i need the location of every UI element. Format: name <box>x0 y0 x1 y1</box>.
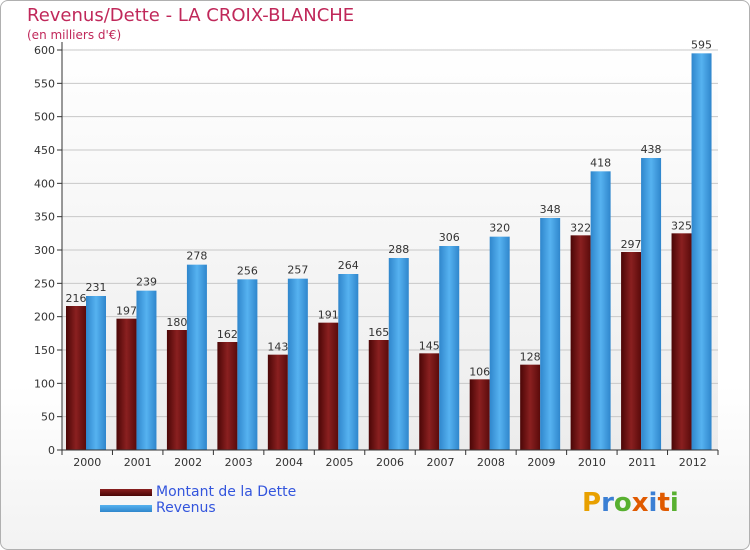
y-tick-label: 400 <box>34 177 55 190</box>
y-tick-label: 200 <box>34 311 55 324</box>
x-tick-label: 2001 <box>124 456 152 469</box>
legend-swatch-revenus <box>100 505 152 512</box>
bar-revenus <box>136 290 157 450</box>
logo-letter: o <box>613 488 632 518</box>
logo-letter: r <box>601 488 614 518</box>
bar-dette <box>671 233 692 450</box>
y-tick-label: 50 <box>41 411 55 424</box>
data-label-dette: 145 <box>419 339 440 352</box>
bar-revenus <box>540 218 561 450</box>
data-label-revenus: 438 <box>641 143 662 156</box>
data-label-revenus: 278 <box>186 250 207 263</box>
logo-letter: x <box>631 488 649 518</box>
x-tick-label: 2004 <box>275 456 303 469</box>
x-tick-label: 2009 <box>527 456 555 469</box>
proxiti-logo: Proxiti <box>582 488 679 518</box>
x-tick-label: 2007 <box>426 456 454 469</box>
data-label-dette: 180 <box>166 316 187 329</box>
x-tick-label: 2012 <box>679 456 707 469</box>
bar-revenus <box>641 158 662 450</box>
y-tick-label: 150 <box>34 344 55 357</box>
legend-swatch-dette <box>100 489 152 496</box>
chart-subtitle: (en milliers d'€) <box>27 28 122 42</box>
x-tick-label: 2011 <box>628 456 656 469</box>
bar-revenus <box>388 258 409 450</box>
logo-letter: i <box>648 488 658 518</box>
bar-dette <box>469 379 490 450</box>
data-label-dette: 297 <box>621 238 642 251</box>
legend-label-revenus: Revenus <box>156 500 216 516</box>
data-label-revenus: 595 <box>691 38 712 51</box>
y-tick-label: 300 <box>34 244 55 257</box>
bar-revenus <box>439 246 460 450</box>
bar-revenus <box>237 279 258 450</box>
bar-dette <box>267 354 288 450</box>
logo-letter: t <box>657 488 670 518</box>
bar-revenus <box>489 236 510 450</box>
bar-dette <box>66 306 86 450</box>
data-label-dette: 197 <box>116 305 137 318</box>
data-label-dette: 216 <box>66 292 87 305</box>
bar-revenus <box>86 296 106 450</box>
x-tick-label: 2002 <box>174 456 202 469</box>
y-tick-label: 600 <box>34 44 55 57</box>
bar-revenus <box>186 264 207 450</box>
bar-dette <box>520 364 541 450</box>
bar-dette <box>318 322 339 450</box>
bar-dette <box>166 330 187 450</box>
bar-revenus <box>287 278 308 450</box>
x-tick-label: 2000 <box>73 456 101 469</box>
data-label-revenus: 256 <box>237 264 258 277</box>
data-label-dette: 143 <box>267 341 288 354</box>
data-label-revenus: 239 <box>136 276 157 289</box>
data-label-dette: 128 <box>520 351 541 364</box>
bar-dette <box>368 340 389 450</box>
data-label-revenus: 418 <box>590 156 611 169</box>
x-tick-label: 2003 <box>225 456 253 469</box>
x-tick-label: 2010 <box>578 456 606 469</box>
data-label-revenus: 348 <box>540 203 561 216</box>
data-label-dette: 325 <box>671 219 692 232</box>
legend-label-dette: Montant de la Dette <box>156 484 297 500</box>
y-tick-label: 550 <box>34 77 55 90</box>
bar-dette <box>621 252 642 450</box>
data-label-revenus: 264 <box>338 259 359 272</box>
data-label-dette: 322 <box>570 221 591 234</box>
data-label-revenus: 257 <box>287 264 308 277</box>
data-label-dette: 191 <box>318 309 339 322</box>
bar-dette <box>570 235 591 450</box>
y-tick-label: 450 <box>34 144 55 157</box>
bar-dette <box>116 318 137 450</box>
y-tick-label: 0 <box>48 444 55 457</box>
data-label-revenus: 320 <box>489 222 510 235</box>
y-tick-label: 350 <box>34 211 55 224</box>
y-tick-label: 500 <box>34 111 55 124</box>
bar-revenus <box>338 274 359 450</box>
y-tick-label: 250 <box>34 277 55 290</box>
x-tick-label: 2005 <box>326 456 354 469</box>
x-tick-label: 2006 <box>376 456 404 469</box>
chart-title: Revenus/Dette - LA CROIX-BLANCHE <box>27 5 355 26</box>
x-tick-label: 2008 <box>477 456 505 469</box>
logo-letter: i <box>669 488 679 518</box>
data-label-revenus: 306 <box>439 231 460 244</box>
bar-revenus <box>590 171 611 451</box>
data-label-revenus: 288 <box>388 243 409 256</box>
data-label-revenus: 231 <box>86 281 107 294</box>
bar-revenus <box>691 53 712 450</box>
data-label-dette: 165 <box>368 326 389 339</box>
bar-dette <box>419 353 440 450</box>
data-label-dette: 106 <box>469 365 490 378</box>
logo-letter: P <box>582 488 602 518</box>
y-tick-label: 100 <box>34 377 55 390</box>
bar-dette <box>217 342 238 450</box>
data-label-dette: 162 <box>217 328 238 341</box>
